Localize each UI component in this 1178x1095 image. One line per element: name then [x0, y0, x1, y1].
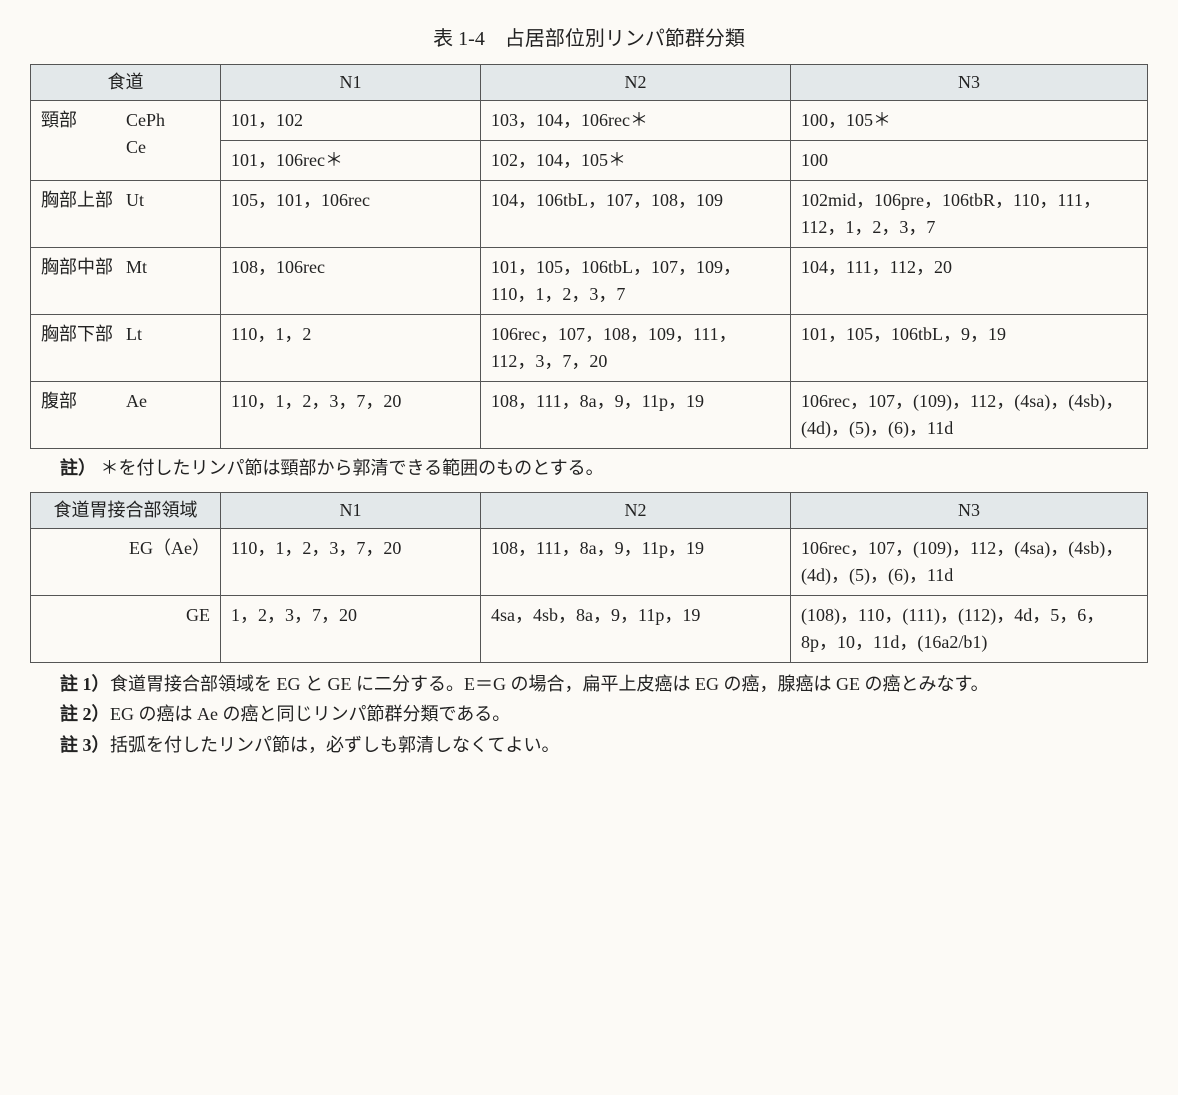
table-1-row-mt: 胸部中部 Mt 108，106rec 101，105，106tbL，107，10… [31, 248, 1148, 315]
cell-n3: 104，111，112，20 [791, 248, 1148, 315]
cell-n2: 104，106tbL，107，108，109 [481, 181, 791, 248]
region-jp: 胸部中部 [41, 254, 126, 281]
cell-n2: 103，104，106rec＊ [481, 101, 791, 141]
cell-n1: 1，2，3，7，20 [221, 595, 481, 662]
note-3: 註 3） 括弧を付したリンパ節は，必ずしも郭清しなくてよい。 [60, 730, 1148, 761]
cell-n1: 110，1，2，3，7，20 [221, 528, 481, 595]
table-1-row-lt: 胸部下部 Lt 110，1，2 106rec，107，108，109，111，1… [31, 315, 1148, 382]
cell-n3: 100 [791, 141, 1148, 181]
th-n1: N1 [221, 492, 481, 528]
cell-n1: 110，1，2 [221, 315, 481, 382]
table-title: 表 1-4 占居部位別リンパ節群分類 [30, 24, 1148, 54]
region-jp: 頸部 [41, 107, 126, 161]
cell-n1: 101，102 [221, 101, 481, 141]
cell-n2: 102，104，105＊ [481, 141, 791, 181]
region-code: Ae [126, 388, 210, 415]
note-text: 括弧を付したリンパ節は，必ずしも郭清しなくてよい。 [110, 730, 1148, 761]
th-n3: N3 [791, 65, 1148, 101]
cell-n2: 4sa，4sb，8a，9，11p，19 [481, 595, 791, 662]
region-jp: 胸部上部 [41, 187, 126, 214]
cell-n2: 108，111，8a，9，11p，19 [481, 382, 791, 449]
cell-n2: 101，105，106tbL，107，109，110，1，2，3，7 [481, 248, 791, 315]
cell-n3: 106rec，107，(109)，112，(4sa)，(4sb)，(4d)，(5… [791, 528, 1148, 595]
table-2: 食道胃接合部領域 N1 N2 N3 EG（Ae） 110，1，2，3，7，20 … [30, 492, 1148, 663]
note-label: 註） [60, 458, 96, 478]
th-n3: N3 [791, 492, 1148, 528]
region-jp: 胸部下部 [41, 321, 126, 348]
region-code: EG（Ae） [31, 528, 221, 595]
table-1-row-ut: 胸部上部 Ut 105，101，106rec 104，106tbL，107，10… [31, 181, 1148, 248]
table-2-row-ge: GE 1，2，3，7，20 4sa，4sb，8a，9，11p，19 (108)，… [31, 595, 1148, 662]
note-asterisk: 註） ＊を付したリンパ節は頸部から郭清できる範囲のものとする。 [30, 449, 1148, 484]
table-1: 食道 N1 N2 N3 頸部 CePh Ce 101，102 103，104，1… [30, 64, 1148, 449]
note-label: 註 2） [60, 699, 110, 730]
note-1: 註 1） 食道胃接合部領域を EG と GE に二分する。E＝G の場合，扁平上… [60, 669, 1148, 700]
note-text: 食道胃接合部領域を EG と GE に二分する。E＝G の場合，扁平上皮癌は E… [110, 669, 1148, 700]
code-ce: Ce [126, 134, 210, 161]
cell-n3: 106rec，107，(109)，112，(4sa)，(4sb)，(4d)，(5… [791, 382, 1148, 449]
table-2-row-eg: EG（Ae） 110，1，2，3，7，20 108，111，8a，9，11p，1… [31, 528, 1148, 595]
note-label: 註 1） [60, 669, 110, 700]
cell-n1: 110，1，2，3，7，20 [221, 382, 481, 449]
region-code: Ut [126, 187, 210, 214]
footnotes: 註 1） 食道胃接合部領域を EG と GE に二分する。E＝G の場合，扁平上… [30, 663, 1148, 761]
region-code: Lt [126, 321, 210, 348]
table-1-row-ae: 腹部 Ae 110，1，2，3，7，20 108，111，8a，9，11p，19… [31, 382, 1148, 449]
cell-n1: 105，101，106rec [221, 181, 481, 248]
th-n1: N1 [221, 65, 481, 101]
note-text: EG の癌は Ae の癌と同じリンパ節群分類である。 [110, 699, 1148, 730]
th-n2: N2 [481, 492, 791, 528]
cell-n3: 101，105，106tbL，9，19 [791, 315, 1148, 382]
region-code: Mt [126, 254, 210, 281]
cell-n1: 101，106rec＊ [221, 141, 481, 181]
region-code: CePh Ce [126, 107, 210, 161]
cell-n2: 108，111，8a，9，11p，19 [481, 528, 791, 595]
cell-n3: (108)，110，(111)，(112)，4d，5，6，8p，10，11d，(… [791, 595, 1148, 662]
code-ceph: CePh [126, 107, 210, 134]
cell-n1: 108，106rec [221, 248, 481, 315]
note-label: 註 3） [60, 730, 110, 761]
note-text: ＊を付したリンパ節は頸部から郭清できる範囲のものとする。 [101, 458, 604, 478]
cell-n3: 100，105＊ [791, 101, 1148, 141]
table-2-header-row: 食道胃接合部領域 N1 N2 N3 [31, 492, 1148, 528]
table-1-row-ceph: 頸部 CePh Ce 101，102 103，104，106rec＊ 100，1… [31, 101, 1148, 141]
th-region2: 食道胃接合部領域 [31, 492, 221, 528]
cell-n2: 106rec，107，108，109，111，112，3，7，20 [481, 315, 791, 382]
cell-n3: 102mid，106pre，106tbR，110，111，112，1，2，3，7 [791, 181, 1148, 248]
region-jp: 腹部 [41, 388, 126, 415]
note-2: 註 2） EG の癌は Ae の癌と同じリンパ節群分類である。 [60, 699, 1148, 730]
th-n2: N2 [481, 65, 791, 101]
region-code: GE [31, 595, 221, 662]
th-region: 食道 [31, 65, 221, 101]
table-1-header-row: 食道 N1 N2 N3 [31, 65, 1148, 101]
